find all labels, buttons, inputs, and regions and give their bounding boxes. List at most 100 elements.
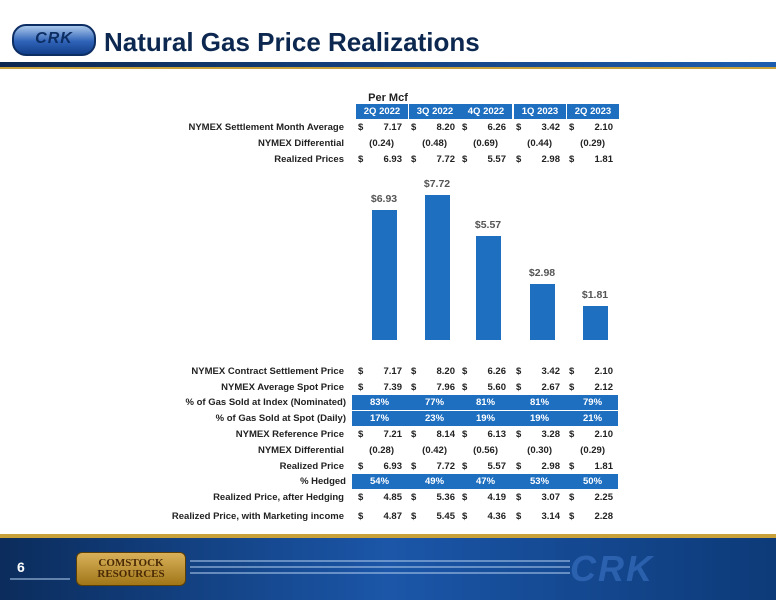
value-cell: 7.72 <box>436 461 456 472</box>
value-cell: 2.25 <box>594 492 614 503</box>
footer-stripe <box>0 534 776 538</box>
footer-line <box>190 566 570 568</box>
dollar-sign: $ <box>569 154 575 165</box>
dollar-sign: $ <box>462 492 468 503</box>
bar-data-label: $6.93 <box>370 193 398 206</box>
dollar-sign: $ <box>358 492 364 503</box>
dollar-sign: $ <box>569 382 575 393</box>
value-cell: 1.81 <box>594 154 614 165</box>
table-row: NYMEX Settlement Month Average $7.17 $8.20… <box>0 120 776 135</box>
dollar-sign: $ <box>569 511 575 522</box>
table-row: NYMEX Reference Price $7.21 $8.14 $6.13 $3.2… <box>0 427 776 442</box>
unit-label: Per Mcf <box>368 92 408 104</box>
page-number: 6 <box>17 559 25 575</box>
percent-cell: 19% <box>476 413 496 424</box>
dollar-sign: $ <box>411 122 417 133</box>
percent-cell: 50% <box>583 476 603 487</box>
dollar-sign: $ <box>516 382 522 393</box>
bar <box>425 195 450 340</box>
dollar-sign: $ <box>411 366 417 377</box>
value-cell: 2.12 <box>594 382 614 393</box>
value-cell: (0.28) <box>369 445 394 456</box>
value-cell: 5.57 <box>487 154 507 165</box>
comstock-logo: COMSTOCK RESOURCES <box>76 552 186 586</box>
value-cell: (0.30) <box>527 445 552 456</box>
value-cell: 7.17 <box>383 122 403 133</box>
value-cell: 2.10 <box>594 366 614 377</box>
page-title: Natural Gas Price Realizations <box>104 27 480 57</box>
value-cell: 3.28 <box>541 429 561 440</box>
value-cell: (0.24) <box>369 138 394 149</box>
dollar-sign: $ <box>569 461 575 472</box>
value-cell: (0.29) <box>580 138 605 149</box>
table-row: NYMEX Average Spot Price $7.39 $7.96 $5.60 $… <box>0 380 776 395</box>
table-row: Realized Prices $6.93 $7.72 $5.57 $2.98 $1.81 <box>0 152 776 167</box>
row-label: % of Gas Sold at Index (Nominated) <box>185 397 346 408</box>
dollar-sign: $ <box>411 492 417 503</box>
dollar-sign: $ <box>358 461 364 472</box>
dollar-sign: $ <box>411 461 417 472</box>
row-label: NYMEX Contract Settlement Price <box>191 366 344 377</box>
dollar-sign: $ <box>462 429 468 440</box>
table-row: Realized Price, with Marketing income $4.… <box>0 509 776 524</box>
value-cell: 1.81 <box>594 461 614 472</box>
percent-cell: 49% <box>425 476 445 487</box>
value-cell: 3.07 <box>541 492 561 503</box>
slide-header: CRK Natural Gas Price Realizations <box>0 0 776 64</box>
percent-cell: 17% <box>370 413 390 424</box>
dollar-sign: $ <box>569 429 575 440</box>
value-cell: (0.48) <box>422 138 447 149</box>
dollar-sign: $ <box>462 366 468 377</box>
value-cell: 6.26 <box>487 366 507 377</box>
bar-data-label: $1.81 <box>581 289 609 302</box>
quarter-header: 2Q 2023 <box>567 104 619 119</box>
dollar-sign: $ <box>411 429 417 440</box>
dollar-sign: $ <box>516 122 522 133</box>
percent-cell: 19% <box>530 413 550 424</box>
quarter-header: 3Q 2022 <box>409 104 461 119</box>
dollar-sign: $ <box>462 382 468 393</box>
value-cell: (0.44) <box>527 138 552 149</box>
dollar-sign: $ <box>516 492 522 503</box>
crk-logo-text: CRK <box>35 30 73 47</box>
percent-cell: 53% <box>530 476 550 487</box>
value-cell: (0.42) <box>422 445 447 456</box>
dollar-sign: $ <box>462 461 468 472</box>
row-label: Realized Prices <box>274 154 344 165</box>
percent-cell: 81% <box>476 397 496 408</box>
dollar-sign: $ <box>358 429 364 440</box>
value-cell: 2.67 <box>541 382 561 393</box>
value-cell: 5.57 <box>487 461 507 472</box>
value-cell: 5.45 <box>436 511 456 522</box>
footer-line <box>190 560 570 562</box>
header-rule-gold <box>0 67 776 69</box>
table-row: NYMEX Differential (0.24) (0.48) (0.69) (0.4… <box>0 136 776 151</box>
value-cell: 7.21 <box>383 429 403 440</box>
crk-watermark-logo: CRK <box>570 548 654 589</box>
value-cell: 3.42 <box>541 122 561 133</box>
row-label: NYMEX Differential <box>257 445 344 456</box>
dollar-sign: $ <box>462 511 468 522</box>
dollar-sign: $ <box>516 429 522 440</box>
percent-cell: 81% <box>530 397 550 408</box>
footer-line <box>10 578 70 580</box>
value-cell: 3.14 <box>541 511 561 522</box>
percent-cell: 21% <box>583 413 603 424</box>
row-label: NYMEX Differential <box>257 138 344 149</box>
value-cell: 2.98 <box>541 461 561 472</box>
value-cell: 3.42 <box>541 366 561 377</box>
dollar-sign: $ <box>569 492 575 503</box>
value-cell: 6.26 <box>487 122 507 133</box>
percent-cell: 77% <box>425 397 445 408</box>
header-rule <box>0 62 776 67</box>
row-label: NYMEX Reference Price <box>235 429 344 440</box>
bar <box>583 306 608 340</box>
value-cell: 6.93 <box>383 461 403 472</box>
percent-cell: 54% <box>370 476 390 487</box>
value-cell: 7.72 <box>436 154 456 165</box>
value-cell: 5.60 <box>487 382 507 393</box>
quarter-header: 2Q 2022 <box>356 104 408 119</box>
bar <box>530 284 555 340</box>
value-cell: 8.20 <box>436 366 456 377</box>
bar <box>476 235 501 340</box>
